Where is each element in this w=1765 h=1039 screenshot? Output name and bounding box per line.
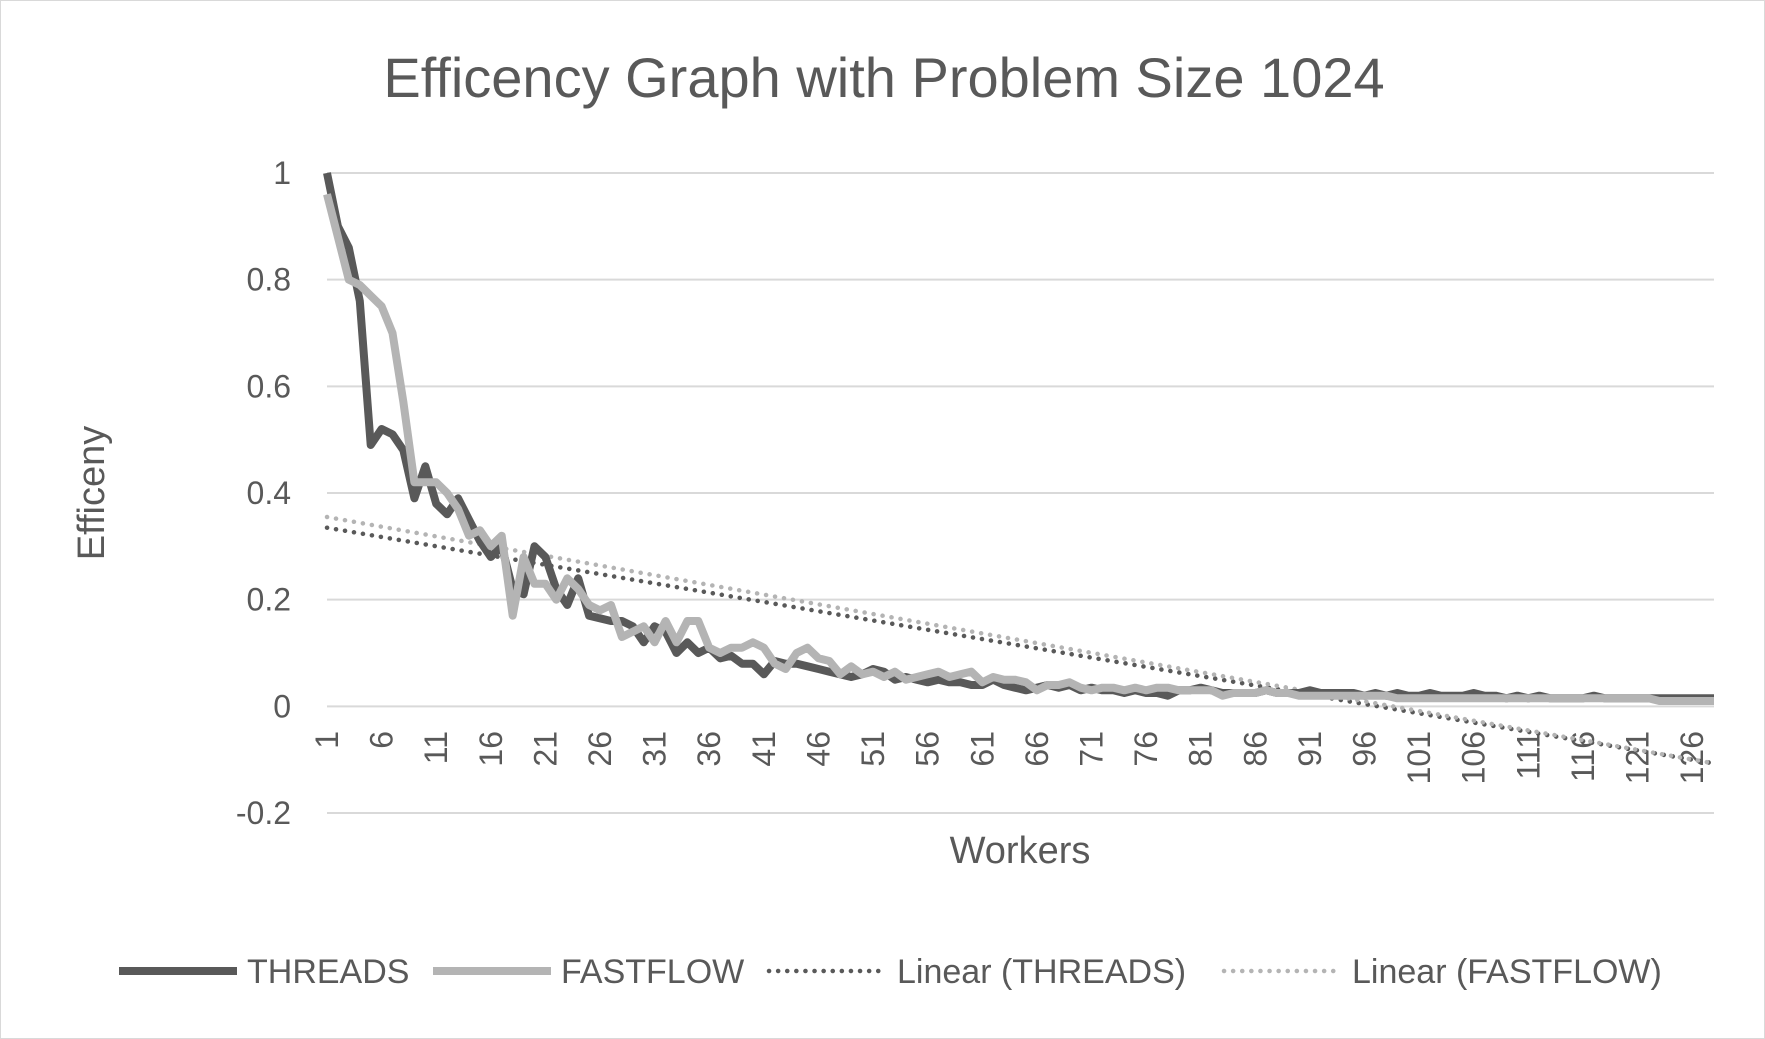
y-tick-label: 0: [273, 688, 291, 724]
series-lines: [323, 172, 1717, 766]
x-tick-label: 106: [1456, 731, 1492, 784]
chart-title: Efficency Graph with Problem Size 1024: [383, 46, 1384, 109]
y-axis-title: Efficeny: [71, 426, 113, 560]
y-tick-label: 0.2: [247, 582, 291, 618]
x-tick-label: 121: [1620, 731, 1656, 784]
x-tick-label: 6: [364, 731, 400, 749]
y-axis-ticks: -0.2 0 0.2 0.4 0.6 0.8 1: [236, 155, 291, 831]
x-tick-label: 11: [418, 731, 454, 764]
x-tick-label: 111: [1510, 731, 1546, 780]
x-tick-label: 46: [800, 731, 836, 767]
x-tick-label: 1: [309, 731, 345, 749]
legend-label: FASTFLOW: [561, 953, 744, 991]
x-tick-label: 26: [582, 731, 618, 767]
legend-label: Linear (FASTFLOW): [1352, 953, 1662, 991]
x-tick-label: 91: [1292, 731, 1328, 767]
series-line-threads: [323, 172, 1714, 703]
x-tick-label: 51: [855, 731, 891, 767]
x-tick-label: 66: [1019, 731, 1055, 767]
series-line-linear-fastflow: [324, 514, 1717, 766]
series-line-fastflow: [323, 193, 1714, 705]
x-tick-label: 56: [910, 731, 946, 767]
gridlines: [327, 172, 1714, 814]
x-tick-label: 36: [691, 731, 727, 767]
legend-label: THREADS: [247, 953, 409, 991]
y-tick-label: 0.6: [247, 368, 291, 404]
x-tick-label: 81: [1183, 731, 1219, 767]
x-tick-label: 21: [527, 731, 563, 767]
y-tick-label: 0.8: [247, 262, 291, 298]
legend-label: Linear (THREADS): [897, 953, 1186, 991]
x-tick-label: 71: [1073, 731, 1109, 767]
x-tick-label: 16: [473, 731, 509, 767]
y-tick-label: -0.2: [236, 795, 291, 831]
x-tick-label: 101: [1401, 731, 1437, 784]
x-axis-title: Workers: [950, 830, 1091, 872]
x-tick-label: 31: [637, 731, 673, 767]
x-axis-ticks: 1 6 11 16 21 26 31 36 41 46 51 56 61 66 71 76 81 86 91 96 10…: [309, 731, 1710, 784]
x-tick-label: 86: [1237, 731, 1273, 767]
series-line-linear-threads: [324, 525, 1717, 766]
x-tick-label: 96: [1347, 731, 1383, 767]
x-tick-label: 61: [964, 731, 1000, 767]
x-tick-label: 41: [746, 731, 782, 767]
y-tick-label: 0.4: [247, 475, 291, 511]
legend: THREADS FASTFLOW Linear (THREADS) Linear (F…: [119, 953, 1662, 991]
y-tick-label: 1: [273, 155, 291, 191]
x-tick-label: 76: [1128, 731, 1164, 767]
